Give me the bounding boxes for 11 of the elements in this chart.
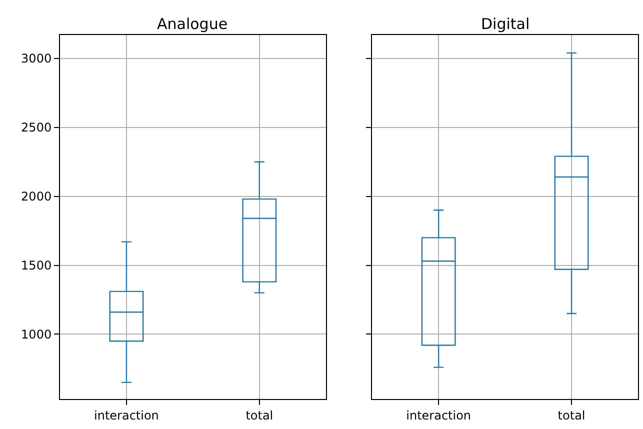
x-tick-label: total	[558, 408, 586, 422]
x-tick-label: interaction	[94, 408, 159, 422]
x-tick-label: total	[246, 408, 274, 422]
y-tick-label: 2500	[21, 120, 52, 135]
y-tick-label: 1500	[21, 258, 52, 272]
x-tick-label: interaction	[406, 408, 472, 422]
chart-title: Analogue	[157, 15, 228, 33]
y-tick-label: 2000	[21, 190, 52, 204]
y-tick-label: 3000	[21, 52, 52, 66]
chart-title: Digital	[481, 15, 530, 33]
y-tick-label: 1000	[21, 327, 52, 342]
